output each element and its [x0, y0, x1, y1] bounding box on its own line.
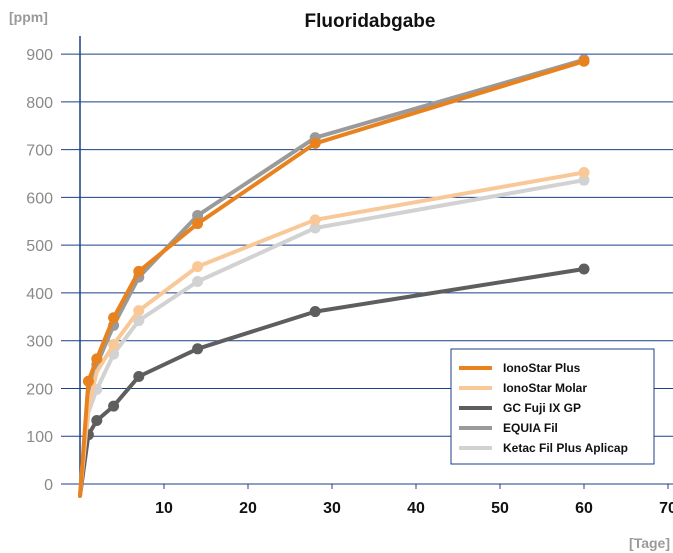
- y-tick-label: 0: [44, 477, 53, 494]
- legend-label: Ketac Fil Plus Aplicap: [503, 441, 628, 455]
- x-axis-unit: [Tage]: [629, 535, 670, 551]
- y-tick-label: 800: [26, 95, 53, 112]
- legend-label: EQUIA Fil: [503, 421, 558, 435]
- y-tick-label: 400: [26, 286, 53, 303]
- data-point: [133, 265, 145, 277]
- legend-label: IonoStar Plus: [503, 361, 581, 375]
- grid-lines: [61, 53, 673, 489]
- data-point: [133, 315, 145, 327]
- series-line: [78, 170, 586, 498]
- data-point: [309, 306, 321, 318]
- x-tick-label: 10: [155, 500, 173, 517]
- data-point: [108, 400, 120, 412]
- x-tick-label: 40: [407, 500, 425, 517]
- series-ionostar-plus: [78, 55, 590, 498]
- data-point: [192, 210, 204, 222]
- data-point: [108, 312, 120, 324]
- y-tick-label: 100: [26, 429, 53, 446]
- x-tick-label: 20: [239, 500, 257, 517]
- y-tick-label: 700: [26, 143, 53, 160]
- y-tick-label: 900: [26, 47, 53, 64]
- data-point: [192, 275, 204, 287]
- chart-title: Fluoridabgabe: [305, 11, 436, 32]
- x-tick-label: 60: [575, 500, 593, 517]
- y-tick-label: 200: [26, 381, 53, 398]
- y-tick-label: 500: [26, 238, 53, 255]
- data-point: [192, 261, 204, 273]
- data-point: [108, 339, 120, 351]
- data-point: [91, 414, 103, 426]
- series-ionostar-molar: [78, 167, 590, 498]
- x-tick-labels: 10 20 30 40 50 60 70: [155, 500, 673, 517]
- legend: IonoStar Plus IonoStar Molar GC Fuji IX GP…: [450, 348, 655, 465]
- data-point: [578, 55, 590, 67]
- x-tick-label: 70: [659, 500, 673, 517]
- data-point: [133, 305, 145, 317]
- y-tick-label: 600: [26, 190, 53, 207]
- data-point: [91, 353, 103, 365]
- data-point: [309, 137, 321, 149]
- data-point: [578, 167, 590, 179]
- legend-label: GC Fuji IX GP: [503, 401, 581, 415]
- data-point: [309, 222, 321, 234]
- y-tick-label: 300: [26, 334, 53, 351]
- x-tick-label: 50: [491, 500, 509, 517]
- data-point: [578, 263, 590, 275]
- y-tick-labels: 0 100 200 300 400 500 600 700 800 900: [26, 47, 53, 494]
- series-group: [78, 54, 590, 498]
- x-tick-label: 30: [323, 500, 341, 517]
- data-point: [192, 218, 204, 230]
- legend-label: IonoStar Molar: [503, 381, 587, 395]
- series-gc-fuji-ix-gp: [78, 263, 590, 498]
- data-point: [192, 343, 204, 355]
- data-point: [133, 371, 145, 383]
- data-point: [82, 375, 94, 387]
- data-point: [578, 174, 590, 186]
- y-axis-unit: [ppm]: [9, 9, 48, 25]
- data-point: [309, 214, 321, 226]
